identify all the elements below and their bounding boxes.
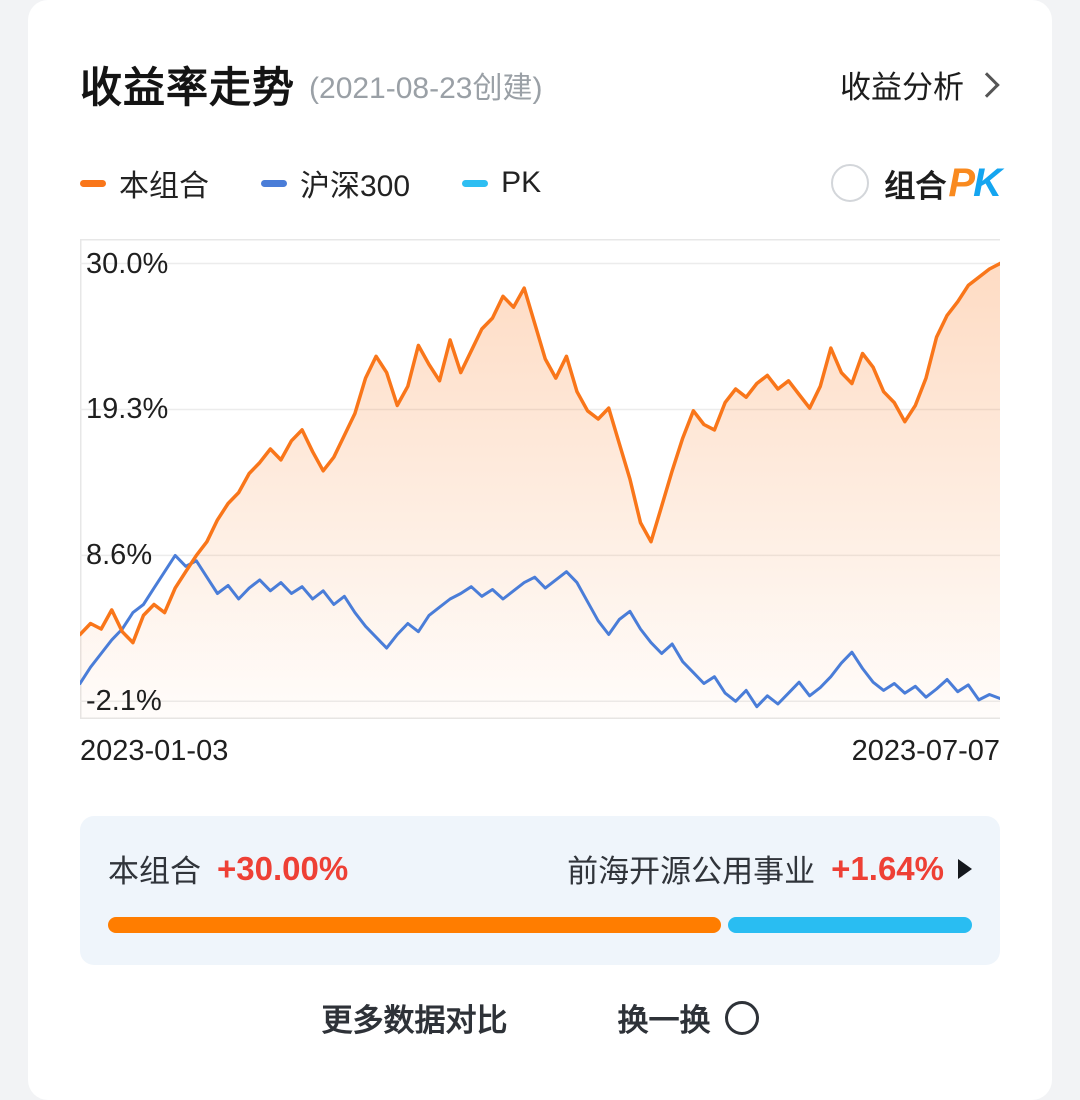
chart-legend: 本组合 沪深300 PK 组合 PK bbox=[80, 160, 1002, 206]
y-axis-tick: 30.0% bbox=[86, 247, 169, 280]
returns-chart-svg bbox=[80, 239, 1000, 719]
x-axis-labels: 2023-01-03 2023-07-07 bbox=[80, 735, 1000, 768]
compare-summary-card: 本组合 +30.00% 前海开源公用事业 +1.64% bbox=[80, 816, 1000, 965]
portfolio-return-group: 本组合 +30.00% bbox=[108, 849, 349, 890]
hs300-dash-icon bbox=[261, 179, 287, 187]
card-header: 收益率走势 (2021-08-23创建) 收益分析 bbox=[80, 54, 1000, 115]
pk-dash-icon bbox=[462, 179, 489, 187]
benchmark-fund-selector[interactable]: 前海开源公用事业 +1.64% bbox=[567, 846, 972, 891]
y-axis-tick: -2.1% bbox=[86, 685, 162, 718]
compare-bar-left bbox=[108, 917, 722, 933]
portfolio-dash-icon bbox=[80, 179, 106, 187]
chevron-right-icon bbox=[974, 71, 1000, 98]
triangle-right-icon bbox=[958, 858, 972, 879]
benchmark-return-value: +1.64% bbox=[831, 849, 944, 887]
refresh-button[interactable]: 换一换 bbox=[618, 995, 759, 1040]
compare-bar-right bbox=[728, 917, 972, 933]
profit-analysis-link[interactable]: 收益分析 bbox=[840, 62, 1000, 107]
more-data-compare-label: 更多数据对比 bbox=[321, 1003, 508, 1038]
page-title: 收益率走势 bbox=[80, 64, 296, 111]
footer-row: 更多数据对比 换一换 bbox=[80, 995, 1000, 1040]
legend-item-hs300: 沪深300 bbox=[261, 161, 410, 205]
pk-logo: PK bbox=[948, 160, 1002, 205]
compare-summary-row: 本组合 +30.00% 前海开源公用事业 +1.64% bbox=[108, 846, 972, 891]
refresh-icon bbox=[724, 1000, 759, 1035]
y-axis-tick: 8.6% bbox=[86, 539, 153, 572]
created-date-label: (2021-08-23创建) bbox=[309, 71, 543, 105]
x-axis-end-label: 2023-07-07 bbox=[851, 735, 1000, 767]
legend-item-pk: PK bbox=[462, 166, 541, 200]
returns-card: 收益率走势 (2021-08-23创建) 收益分析 本组合 沪深300 PK 组… bbox=[28, 0, 1052, 1100]
legend-item-portfolio: 本组合 bbox=[80, 161, 209, 205]
portfolio-return-value: +30.00% bbox=[217, 849, 349, 887]
y-axis-tick: 19.3% bbox=[86, 393, 169, 426]
returns-chart[interactable]: 30.0% 19.3% 8.6% -2.1% bbox=[80, 239, 1000, 719]
portfolio-pk-toggle[interactable]: 组合 PK bbox=[831, 160, 1002, 206]
x-axis-start-label: 2023-01-03 bbox=[80, 735, 229, 767]
compare-bar bbox=[108, 917, 972, 933]
pk-radio-circle-icon[interactable] bbox=[831, 164, 870, 202]
